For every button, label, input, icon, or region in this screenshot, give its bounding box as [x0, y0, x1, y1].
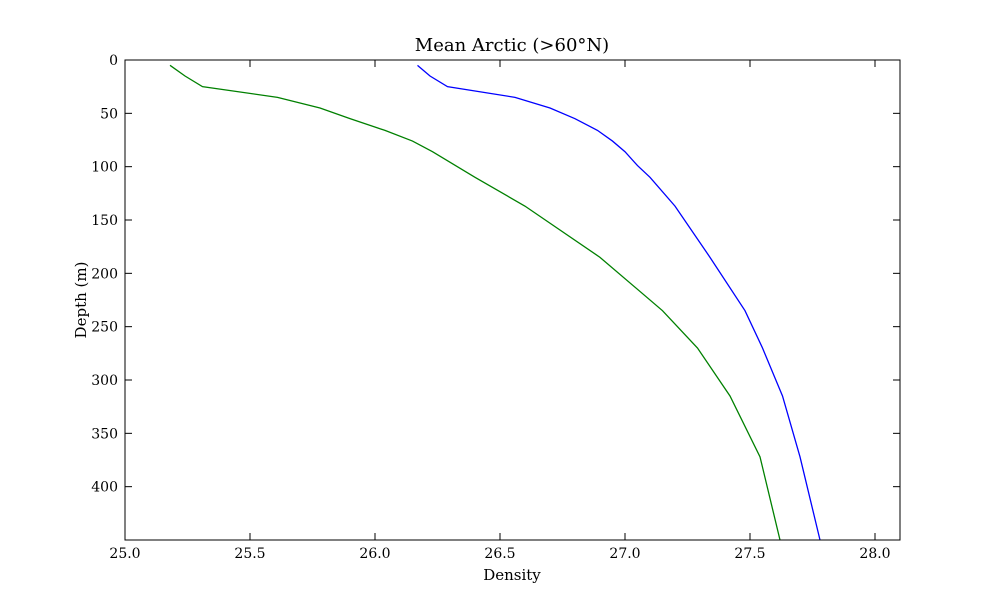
y-tick-label: 0 [109, 53, 118, 69]
x-tick-label: 26.5 [484, 546, 515, 562]
y-tick-label: 150 [91, 213, 118, 229]
series-line-2 [169, 64, 781, 541]
series-line-1 [417, 64, 821, 541]
y-tick-label: 300 [91, 373, 118, 389]
y-tick-label: 100 [91, 160, 118, 176]
y-tick-label: 400 [91, 480, 118, 496]
x-tick-label: 25.5 [234, 546, 265, 562]
x-tick-label: 27.5 [734, 546, 765, 562]
y-tick-label: 200 [91, 266, 118, 282]
x-tick-label: 28.0 [859, 546, 890, 562]
y-tick-label: 50 [100, 106, 118, 122]
x-tick-label: 26.0 [359, 546, 390, 562]
x-tick-label: 27.0 [609, 546, 640, 562]
plot-frame [124, 59, 901, 541]
y-tick-label: 250 [91, 320, 118, 336]
x-axis-label: Density [483, 566, 541, 584]
y-tick-label: 350 [91, 426, 118, 442]
y-axis-label: Depth (m) [72, 262, 90, 339]
x-tick-label: 25.0 [109, 546, 140, 562]
chart-title: Mean Arctic (>60°N) [415, 35, 609, 56]
plot-area: 25.0 25.5 26.0 26.5 27.0 27.5 28.0 0 50 100 150 200… [91, 53, 900, 562]
